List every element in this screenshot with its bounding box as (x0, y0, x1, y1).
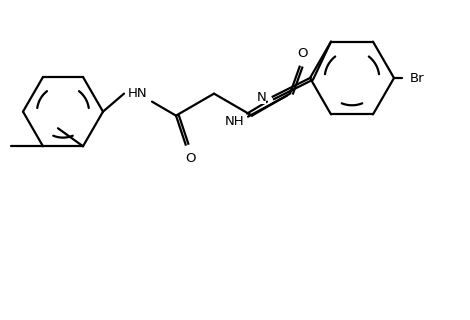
Text: N: N (256, 91, 266, 104)
Text: Br: Br (410, 71, 424, 84)
Text: O: O (298, 47, 308, 60)
Text: NH: NH (225, 115, 245, 128)
Text: O: O (185, 152, 195, 165)
Text: HN: HN (128, 87, 148, 100)
